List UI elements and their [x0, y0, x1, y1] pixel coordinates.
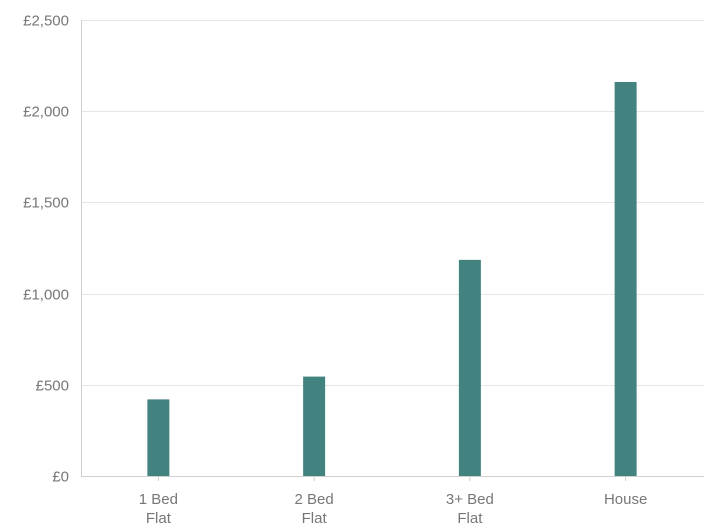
y-tick-label: £2,500 — [23, 13, 69, 30]
y-tick-label: £500 — [36, 378, 69, 395]
x-tick-label: Flat — [146, 510, 172, 525]
bar — [303, 376, 326, 476]
y-tick-label: £2,000 — [23, 104, 69, 121]
x-tick-label: 2 Bed — [295, 491, 334, 508]
x-tick-label: House — [604, 491, 647, 508]
y-tick-label: £0 — [52, 469, 69, 486]
x-tick-label: 3+ Bed — [446, 491, 494, 508]
bar — [614, 82, 637, 477]
bar — [147, 399, 170, 476]
x-tick-label: 1 Bed — [139, 491, 178, 508]
y-tick-label: £1,000 — [23, 287, 69, 304]
bar — [458, 259, 481, 476]
x-tick-label: Flat — [302, 510, 328, 525]
x-tick-label: Flat — [457, 510, 483, 525]
y-tick-label: £1,500 — [23, 195, 69, 212]
